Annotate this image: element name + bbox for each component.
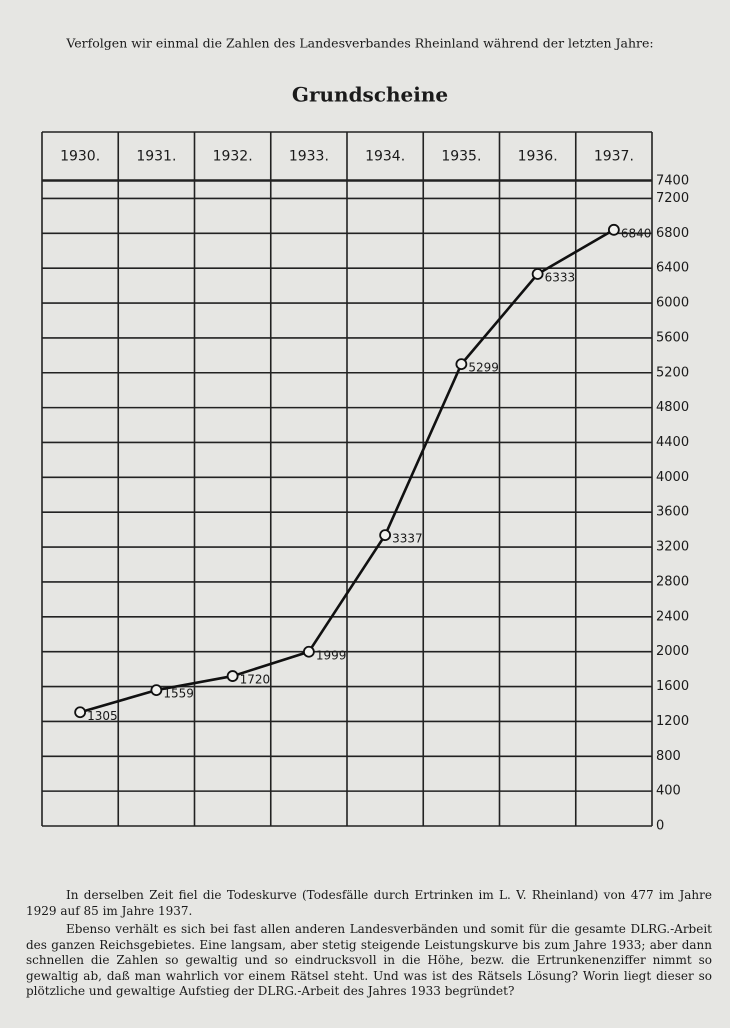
y-tick-label: 7400 <box>656 174 689 189</box>
y-tick-label: 6000 <box>656 296 689 311</box>
y-tick-label: 400 <box>656 784 681 799</box>
data-label: 3337 <box>392 532 423 546</box>
y-tick-label: 5200 <box>656 365 689 380</box>
y-tick-label: 1200 <box>656 714 689 729</box>
chart-title: Grundscheine <box>292 83 448 107</box>
data-label: 5299 <box>468 361 499 375</box>
x-tick-label: 1936. <box>518 149 558 165</box>
data-label: 6840 <box>621 226 652 240</box>
y-tick-label: 6800 <box>656 226 689 241</box>
x-tick-label: 1937. <box>594 149 634 165</box>
y-tick-label: 4800 <box>656 400 689 415</box>
data-point <box>379 529 392 542</box>
data-label: 6333 <box>545 271 576 285</box>
y-tick-label: 6400 <box>656 261 689 276</box>
data-label: 1720 <box>240 673 271 687</box>
y-tick-label: 7200 <box>656 191 689 206</box>
y-tick-label: 2000 <box>656 644 689 659</box>
data-point <box>74 706 87 719</box>
x-tick-label: 1932. <box>213 149 253 165</box>
x-tick-label: 1935. <box>441 149 481 165</box>
y-tick-label: 1600 <box>656 679 689 694</box>
chart: Verfolgen wir einmal die Zahlen des Land… <box>41 36 689 834</box>
x-tick-label: 1931. <box>136 149 176 165</box>
data-point <box>302 645 315 658</box>
data-point <box>150 684 163 697</box>
y-tick-label: 800 <box>656 749 681 764</box>
x-tick-label: 1934. <box>365 149 405 165</box>
y-tick-label: 4400 <box>656 435 689 450</box>
y-tick-label: 0 <box>656 819 664 834</box>
y-tick-label: 5600 <box>656 330 689 345</box>
y-tick-label: 3200 <box>656 540 689 555</box>
paragraph: Ebenso verhält es sich bei fast allen an… <box>26 922 712 998</box>
data-line <box>79 228 615 714</box>
data-label: 1305 <box>87 709 118 723</box>
data-point <box>607 223 620 236</box>
x-tick-label: 1930. <box>60 149 100 165</box>
data-label: 1999 <box>316 648 347 662</box>
y-tick-label: 2800 <box>656 574 689 589</box>
x-tick-label: 1933. <box>289 149 329 165</box>
data-label: 1559 <box>163 687 194 701</box>
y-tick-label: 2400 <box>656 609 689 624</box>
data-point <box>455 358 468 371</box>
y-tick-label: 3600 <box>656 505 689 520</box>
data-point <box>531 268 544 280</box>
intro: Verfolgen wir einmal die Zahlen des Land… <box>65 36 653 51</box>
data-point <box>226 670 239 682</box>
y-tick-label: 4000 <box>656 470 689 485</box>
paragraph: In derselben Zeit fiel die Todeskurve (T… <box>26 888 712 918</box>
